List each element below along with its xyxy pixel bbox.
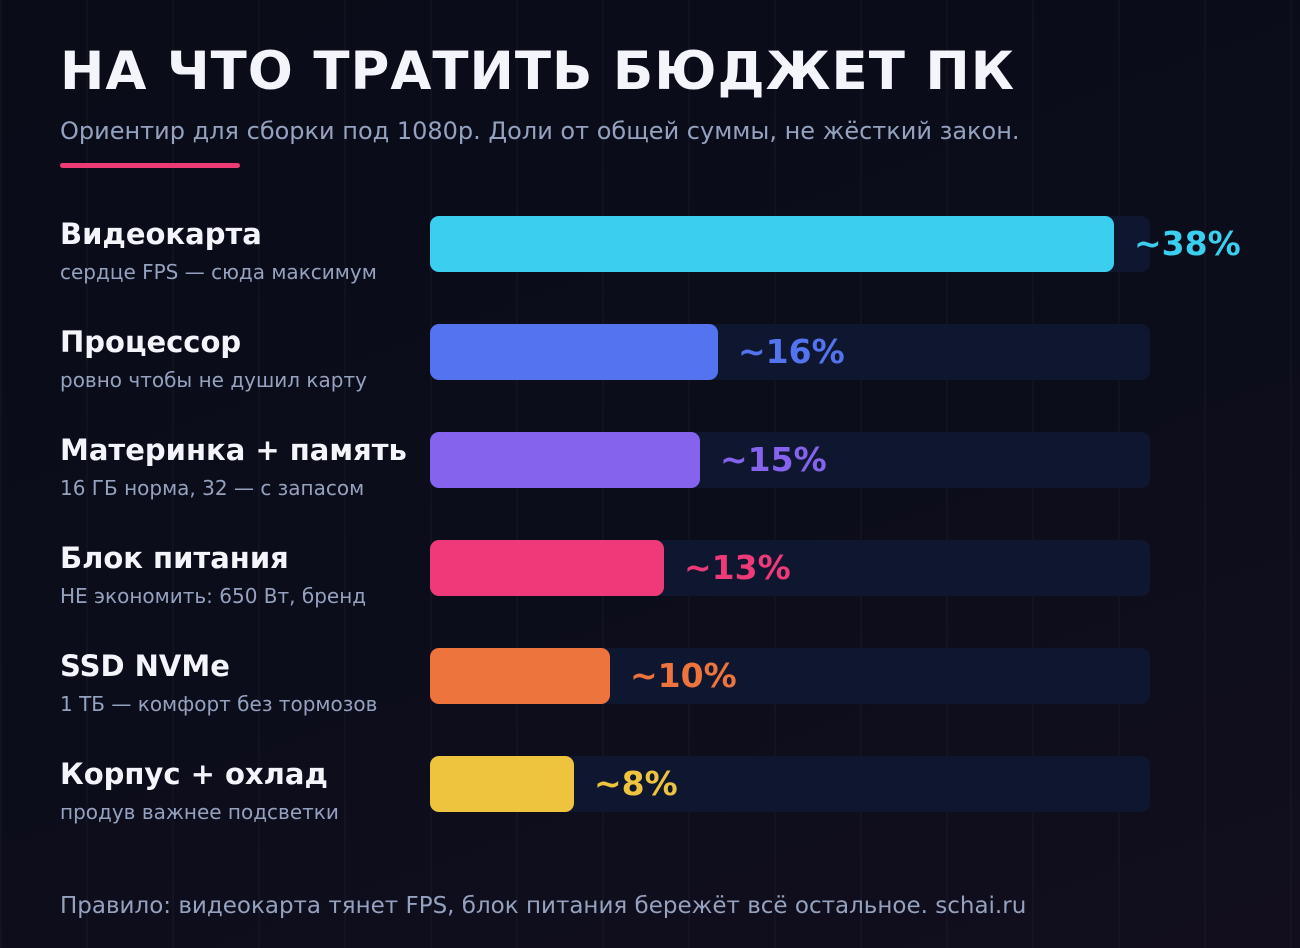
bar-track [430,756,1150,812]
bar-fill [430,324,718,380]
bar-fill [430,756,574,812]
bar-track [430,540,1150,596]
footer-note: Правило: видеокарта тянет FPS, блок пита… [60,893,1027,919]
bar-value-label: ~10% [630,656,737,695]
bar-track [430,216,1150,272]
category-label: Блок питания [60,541,289,575]
bar-value-label: ~15% [720,440,827,479]
bar-value-label: ~13% [684,548,791,587]
bar-fill [430,216,1114,272]
category-label: Видеокарта [60,217,262,251]
bar-track [430,324,1150,380]
category-label: Процессор [60,325,242,359]
bar-track [430,648,1150,704]
page-title: НА ЧТО ТРАТИТЬ БЮДЖЕТ ПК [60,41,1016,102]
bar-fill [430,648,610,704]
bar-value-label: ~16% [738,332,845,371]
bar-row: Корпус + охлад продув важнее подсветки ~… [0,756,1300,846]
bar-value-label: ~8% [594,764,678,803]
category-note: сердце FPS — сюда максимум [60,260,377,284]
category-note: продув важнее подсветки [60,800,339,824]
bar-row: Блок питания НЕ экономить: 650 Вт, бренд… [0,540,1300,630]
bar-fill [430,540,664,596]
bar-row: Процессор ровно чтобы не душил карту ~16… [0,324,1300,414]
bar-fill [430,432,700,488]
category-label: Материнка + память [60,433,407,467]
category-note: 1 ТБ — комфорт без тормозов [60,692,378,716]
bar-value-label: ~38% [1134,224,1241,263]
bar-row: Видеокарта сердце FPS — сюда максимум ~3… [0,216,1300,306]
bar-row: Материнка + память 16 ГБ норма, 32 — с з… [0,432,1300,522]
title-accent-line [60,163,240,168]
category-note: НЕ экономить: 650 Вт, бренд [60,584,367,608]
category-note: 16 ГБ норма, 32 — с запасом [60,476,365,500]
category-label: SSD NVMe [60,649,230,683]
bar-track [430,432,1150,488]
bar-row: SSD NVMe 1 ТБ — комфорт без тормозов ~10… [0,648,1300,738]
category-note: ровно чтобы не душил карту [60,368,367,392]
page-subtitle: Ориентир для сборки под 1080p. Доли от о… [60,117,1020,145]
category-label: Корпус + охлад [60,757,328,791]
